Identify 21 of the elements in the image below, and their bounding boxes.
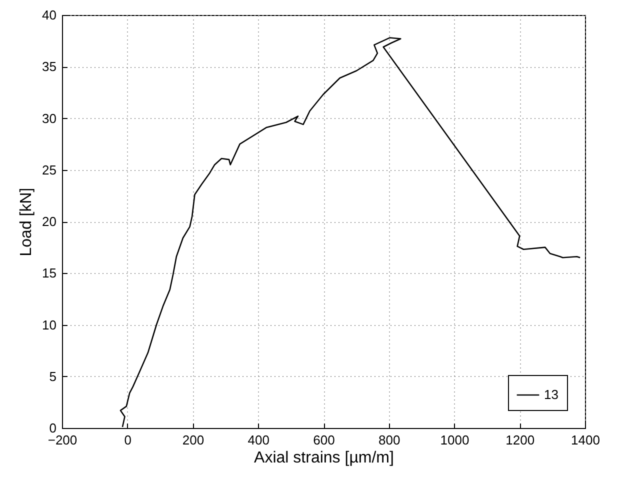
x-tick-label: 200 [182,432,204,448]
x-tick-label: 600 [313,432,335,448]
y-axis-title: Load [kN] [18,188,36,256]
legend-label: 13 [544,387,558,402]
x-tick-label: 1400 [571,432,600,448]
x-tick-label: 400 [248,432,270,448]
y-tick-label: 10 [42,317,56,332]
x-tick-label: 0 [124,432,132,448]
x-axis-title: Axial strains [µm/m] [254,450,394,466]
y-tick-label: 30 [42,110,56,126]
y-tick-label: 35 [42,59,56,74]
y-tick-label: 15 [42,266,56,281]
y-tick-label: 40 [42,8,56,22]
x-tick-label: 800 [378,432,400,448]
x-tick-label: 1200 [506,432,535,448]
y-tick-label: 20 [42,214,56,229]
y-tick-label: 5 [49,368,56,384]
y-tick-label: 0 [49,420,56,436]
y-tick-label: 25 [42,162,56,178]
x-tick-label: −200 [48,432,78,448]
x-tick-label: 1000 [440,432,470,448]
